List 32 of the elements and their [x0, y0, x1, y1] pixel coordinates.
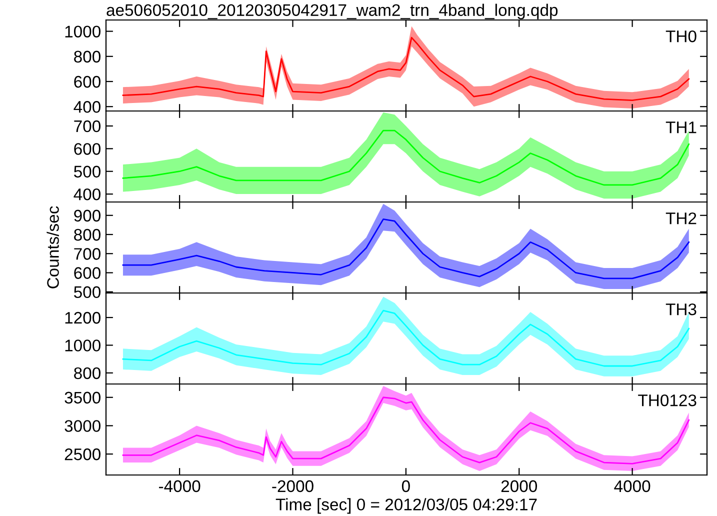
y-tick-label: 600 — [74, 143, 100, 155]
y-tick-label: 500 — [74, 286, 100, 298]
series-label: TH1 — [666, 122, 696, 134]
y-tick-label: 500 — [74, 166, 100, 178]
y-tick-label: 600 — [74, 76, 100, 88]
series-label: TH0123 — [638, 394, 696, 406]
x-tick-label: 0 — [402, 480, 410, 492]
y-tick-label: 1000 — [65, 340, 100, 352]
text: TH0 — [666, 30, 696, 42]
x-tick-label: -2000 — [272, 480, 314, 492]
x-tick-label: 2000 — [501, 480, 538, 492]
series-label: TH2 — [666, 212, 696, 224]
y-tick-label: 900 — [74, 210, 100, 222]
x-axis-title: Time [sec] 0 = 2012/03/05 04:29:17 — [276, 498, 537, 514]
y-tick-label: 400 — [74, 101, 100, 113]
chart-title: ae506052010_20120305042917_wam2_trn_4band_long.qdp — [106, 4, 558, 20]
y-tick-label: 3000 — [64, 420, 100, 432]
series-label: TH3 — [666, 303, 696, 316]
y-tick-label: 2500 — [64, 448, 100, 460]
y-tick-label: 3500 — [64, 392, 100, 404]
y-tick-label: 600 — [74, 267, 100, 279]
y-axis-title: Counts/sec — [46, 206, 59, 288]
x-tick-label: 4000 — [614, 480, 650, 492]
y-tick-label: 800 — [74, 228, 100, 241]
y-tick-label: 1200 — [65, 312, 100, 324]
y-tick-label: 1000 — [65, 26, 100, 38]
y-tick-label: 400 — [74, 188, 100, 200]
y-tick-label: 800 — [74, 50, 100, 63]
y-tick-label: 700 — [74, 248, 100, 260]
y-tick-label: 800 — [74, 367, 100, 380]
y-tick-label: 700 — [74, 120, 100, 132]
x-tick-label: -4000 — [158, 480, 200, 492]
